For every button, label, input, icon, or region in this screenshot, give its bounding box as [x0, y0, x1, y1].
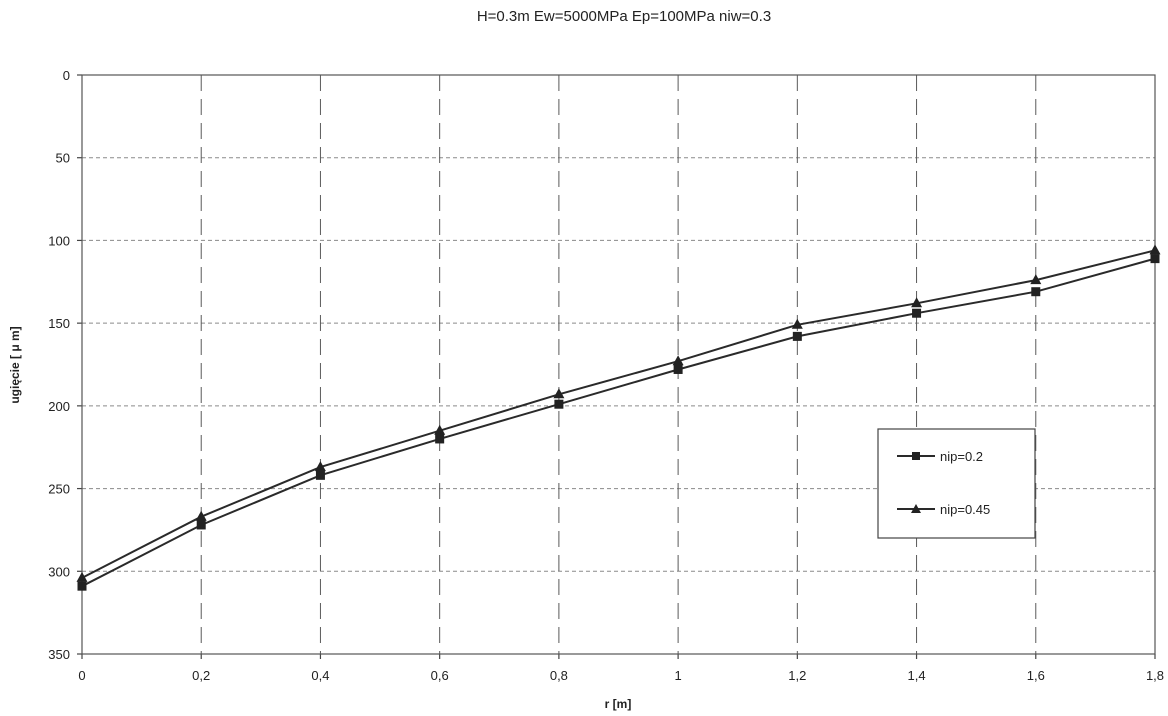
point-square	[554, 399, 564, 409]
x-tick-label: 0,8	[550, 668, 568, 683]
y-tick-label: 0	[63, 68, 70, 83]
point-triangle	[672, 355, 684, 366]
y-axis-label: ugięcie [ μ m]	[8, 326, 22, 403]
point-triangle	[1149, 244, 1161, 255]
point-square	[1031, 287, 1041, 297]
y-tick-label: 100	[48, 233, 70, 248]
x-tick-label: 1,4	[908, 668, 926, 683]
chart-title: H=0.3m Ew=5000MPa Ep=100MPa niw=0.3	[477, 8, 771, 25]
point-square	[673, 364, 683, 374]
series	[76, 244, 1161, 591]
point-triangle	[314, 461, 326, 472]
plot-frame	[81, 74, 1156, 655]
axes: 0 50 100 150 200 250 300 350 0 0,2 0,4 0,6 0,8 1 1,2 1,…	[48, 68, 1164, 683]
y-tick-label: 200	[48, 399, 70, 414]
point-triangle	[553, 388, 565, 399]
x-tick-label: 0	[78, 668, 85, 683]
point-triangle	[76, 571, 88, 582]
point-triangle	[791, 318, 803, 329]
series-line-nip-0-2	[81, 257, 1156, 588]
legend-label-nip-0-45: nip=0.45	[940, 502, 990, 517]
point-square	[315, 470, 325, 480]
x-tick-label: 1,2	[788, 668, 806, 683]
point-triangle	[434, 424, 446, 435]
point-square	[792, 331, 802, 341]
x-tick-label: 0,2	[192, 668, 210, 683]
point-square	[435, 434, 445, 444]
x-tick-label: 1,8	[1146, 668, 1164, 683]
y-tick-label: 350	[48, 647, 70, 662]
legend-marker-square	[912, 452, 920, 460]
x-tick-label: 1	[674, 668, 681, 683]
point-triangle	[195, 510, 207, 521]
x-tick-label: 1,6	[1027, 668, 1045, 683]
grid	[82, 75, 1155, 654]
series-line-nip-0-45	[81, 249, 1156, 579]
legend-label-nip-0-2: nip=0.2	[940, 449, 983, 464]
legend-box	[877, 428, 1036, 539]
y-tick-label: 50	[56, 151, 70, 166]
legend: nip=0.2 nip=0.45	[877, 428, 1036, 539]
y-tick-label: 150	[48, 316, 70, 331]
x-tick-label: 0,4	[311, 668, 329, 683]
y-tick-label: 250	[48, 482, 70, 497]
y-tick-label: 300	[48, 564, 70, 579]
legend-marker-triangle	[911, 504, 921, 513]
point-square	[196, 520, 206, 530]
point-square	[1150, 254, 1160, 264]
point-square	[77, 581, 87, 591]
point-triangle	[1030, 274, 1042, 285]
point-square	[912, 308, 922, 318]
x-axis-label: r [m]	[605, 697, 632, 711]
x-tick-label: 0,6	[431, 668, 449, 683]
point-triangle	[911, 297, 923, 308]
